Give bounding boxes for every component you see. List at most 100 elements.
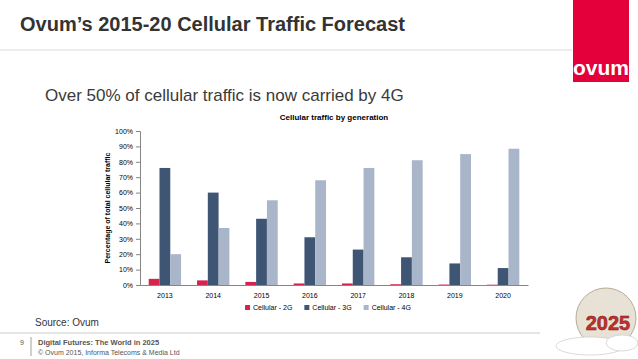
- y-tick-mark: [136, 146, 140, 147]
- y-tick-label: 10%: [119, 266, 133, 273]
- x-tick-label: 2016: [302, 292, 318, 299]
- y-tick-label: 90%: [119, 143, 133, 150]
- bar: [256, 219, 267, 285]
- slide: Ovum’s 2015-20 Cellular Traffic Forecast…: [0, 0, 638, 359]
- y-axis-title: Percentage of total cellular traffic: [104, 152, 112, 263]
- footer-divider: [31, 337, 32, 356]
- footer-rule: [0, 333, 540, 334]
- bar: [353, 250, 364, 285]
- bar: [439, 284, 450, 285]
- y-tick-mark: [136, 131, 140, 132]
- y-tick-mark: [136, 177, 140, 178]
- bar: [315, 180, 326, 285]
- bar: [219, 228, 230, 285]
- y-tick: 40%: [119, 220, 140, 227]
- series-2: [159, 168, 508, 285]
- y-tick-label: 60%: [119, 189, 133, 196]
- x-tick-label: 2020: [495, 292, 511, 299]
- title-rule: [0, 50, 572, 51]
- x-tick-label: 2013: [157, 292, 173, 299]
- bar: [364, 168, 375, 285]
- source: Source: Ovum: [35, 317, 99, 328]
- y-tick-mark: [136, 162, 140, 163]
- legend-swatch: [245, 305, 250, 310]
- legend-label: Cellular - 4G: [372, 304, 411, 311]
- y-tick-label: 20%: [119, 251, 133, 258]
- bar: [498, 268, 509, 285]
- y-tick-mark: [136, 270, 140, 271]
- x-tick: 2014: [205, 292, 221, 299]
- legend-label: Cellular - 2G: [253, 304, 292, 311]
- badge: 2025: [556, 288, 638, 355]
- y-axis: 0%10%20%30%40%50%60%70%80%90%100%: [115, 128, 140, 289]
- y-tick: 100%: [115, 128, 140, 135]
- y-tick: 10%: [119, 266, 140, 273]
- x-tick: 2019: [447, 292, 463, 299]
- y-tick-mark: [136, 208, 140, 209]
- bar: [245, 282, 256, 285]
- legend-item: Cellular - 4G: [364, 304, 411, 311]
- bar: [390, 284, 401, 285]
- bar: [170, 254, 181, 285]
- x-tick-label: 2015: [254, 292, 270, 299]
- legend-swatch: [304, 305, 309, 310]
- x-tick-label: 2017: [350, 292, 366, 299]
- slide-title: Ovum’s 2015-20 Cellular Traffic Forecast: [20, 13, 405, 35]
- y-tick-label: 0%: [123, 282, 133, 289]
- y-axis-line: [136, 132, 141, 286]
- y-tick: 70%: [119, 174, 140, 181]
- x-tick: 2013: [157, 292, 173, 299]
- bar: [294, 283, 305, 285]
- page-number: 9: [20, 339, 24, 346]
- legend-label: Cellular - 3G: [312, 304, 351, 311]
- x-tick-label: 2014: [205, 292, 221, 299]
- bar: [159, 168, 170, 285]
- y-tick-mark: [136, 254, 140, 255]
- background: [0, 0, 638, 359]
- x-tick-label: 2019: [447, 292, 463, 299]
- y-tick: 90%: [119, 143, 140, 150]
- x-axis-line: [141, 285, 529, 286]
- y-tick-label: 30%: [119, 236, 133, 243]
- badge-text: 2025: [586, 312, 631, 334]
- y-tick-mark: [136, 223, 140, 224]
- bar: [401, 257, 412, 285]
- y-tick: 60%: [119, 189, 140, 196]
- bar: [267, 200, 278, 285]
- y-tick: 0%: [123, 282, 140, 289]
- x-tick: 2015: [254, 292, 270, 299]
- y-tick-label: 40%: [119, 220, 133, 227]
- legend-item: Cellular - 3G: [304, 304, 351, 311]
- bar: [412, 160, 423, 285]
- bars: [149, 149, 520, 285]
- x-tick-label: 2018: [399, 292, 415, 299]
- legend: Cellular - 2G Cellular - 3G Cellular - 4G: [245, 304, 411, 311]
- x-tick: 2018: [399, 292, 415, 299]
- x-axis: 2013 2014 2015 2016 2017 2018 2019 2020: [141, 286, 529, 299]
- bar: [487, 284, 498, 285]
- chart-title: Cellular traffic by generation: [280, 113, 389, 122]
- bar: [197, 280, 208, 285]
- y-tick: 30%: [119, 236, 140, 243]
- subtitle: Over 50% of cellular traffic is now carr…: [45, 86, 404, 105]
- x-tick: 2016: [302, 292, 318, 299]
- x-tick: 2017: [350, 292, 366, 299]
- footer-title: Digital Futures: The World in 2025: [38, 338, 159, 347]
- bar: [149, 279, 160, 285]
- legend-item: Cellular - 2G: [245, 304, 292, 311]
- badge-cloud: [606, 335, 638, 351]
- y-tick-label: 70%: [119, 174, 133, 181]
- y-tick-label: 80%: [119, 159, 133, 166]
- bar: [449, 263, 460, 285]
- x-tick: 2020: [495, 292, 511, 299]
- legend-swatch: [364, 305, 369, 310]
- y-tick-mark: [136, 193, 140, 194]
- y-tick-mark: [136, 285, 140, 286]
- series-3: [170, 149, 519, 285]
- bar: [304, 237, 315, 285]
- y-tick: 20%: [119, 251, 140, 258]
- bar: [208, 193, 219, 285]
- y-tick: 80%: [119, 159, 140, 166]
- logo-text: ovum: [573, 56, 629, 79]
- logo-box: [573, 0, 629, 82]
